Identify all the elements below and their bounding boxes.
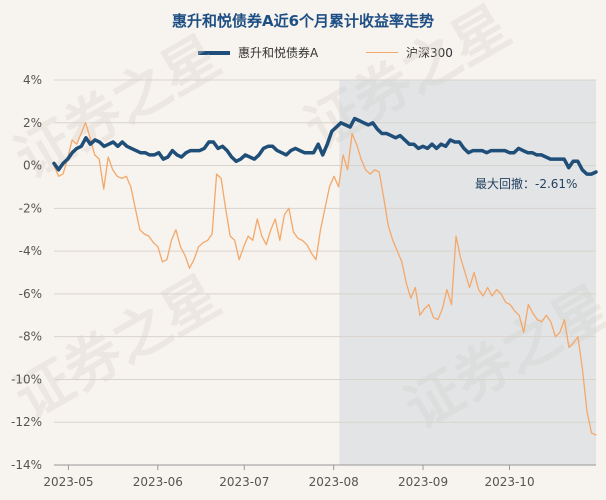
legend-label-fund: 惠升和悦债券A	[238, 46, 319, 60]
grid-layer	[54, 79, 596, 466]
legend-item-index[interactable]: 沪深300	[366, 44, 453, 61]
y-tick-label: -2%	[19, 201, 42, 215]
max-drawdown-annotation: 最大回撤：-2.61%	[475, 176, 577, 191]
y-tick-label: -12%	[11, 415, 42, 429]
legend: 惠升和悦债券A 沪深300	[0, 44, 606, 62]
y-tick-label: 2%	[23, 116, 42, 130]
x-axis-ticks: 2023-05 2023-06 2023-07 2023-08 2023-09 2023-…	[43, 464, 596, 489]
series-layer	[52, 116, 598, 436]
y-tick-label: 4%	[23, 73, 42, 87]
x-tick-label: 2023-06	[133, 475, 183, 489]
y-tick-label: -6%	[19, 287, 42, 301]
series-line-hs300	[53, 122, 597, 436]
x-tick-label: 2023-08	[309, 475, 359, 489]
y-tick-label: 0%	[23, 159, 42, 173]
chart-title: 惠升和悦债券A近6个月累计收益率走势	[171, 12, 435, 30]
legend-swatch-fund	[198, 50, 230, 55]
legend-label-index: 沪深300	[406, 46, 453, 60]
y-tick-label: -8%	[19, 330, 42, 344]
y-tick-label: -10%	[11, 372, 42, 386]
y-tick-label: -14%	[11, 458, 42, 472]
series-line-fund	[52, 116, 598, 176]
y-axis-ticks: 4% 2% 0% -2% -4% -6% -8% -10% -12% -14%	[11, 73, 42, 472]
x-tick-label: 2023-09	[398, 475, 448, 489]
x-tick-label: 2023-05	[43, 475, 93, 489]
drawdown-band-layer	[339, 80, 596, 465]
x-tick-label: 2023-10	[484, 475, 534, 489]
legend-item-fund[interactable]: 惠升和悦债券A	[198, 44, 318, 61]
x-tick-label: 2023-07	[219, 475, 269, 489]
y-tick-label: -4%	[19, 244, 42, 258]
legend-swatch-index	[366, 52, 398, 53]
drawdown-band	[339, 80, 596, 465]
